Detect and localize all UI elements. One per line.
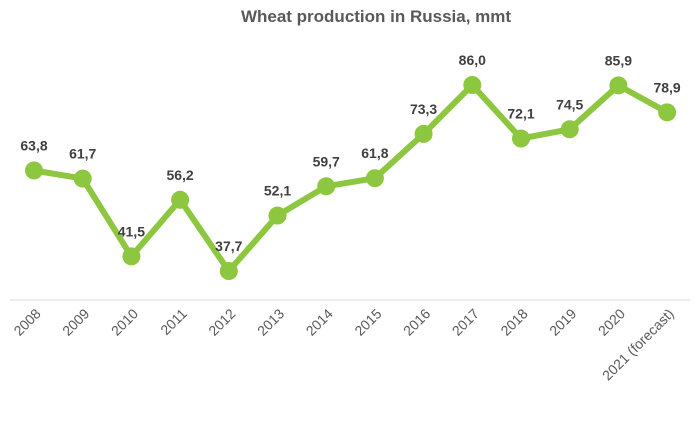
x-tick-label-2013: 2013 <box>254 305 287 338</box>
data-label-2010: 41,5 <box>118 223 145 239</box>
data-point-2015[interactable] <box>365 169 384 188</box>
data-point-2019[interactable] <box>560 120 579 139</box>
data-point-2013[interactable] <box>268 206 287 225</box>
data-point-2011[interactable] <box>171 190 190 209</box>
x-tick-label-2016: 2016 <box>400 305 433 338</box>
x-tick-label-2015: 2015 <box>351 305 384 338</box>
data-point-2014[interactable] <box>317 177 336 196</box>
data-point-2009[interactable] <box>73 169 92 188</box>
x-tick-layer: 2008 2009 2010 2011 2012 2013 2014 2015 2016 2017… <box>10 305 676 383</box>
data-point-2016[interactable] <box>414 124 433 143</box>
x-tick-label-2014: 2014 <box>303 305 336 338</box>
x-tick-label-2011: 2011 <box>157 305 190 338</box>
x-tick-label-2012: 2012 <box>205 305 238 338</box>
x-tick-label-2018: 2018 <box>497 305 530 338</box>
x-tick-label-2019: 2019 <box>546 305 579 338</box>
data-label-2009: 61,7 <box>69 146 96 162</box>
data-point-2017[interactable] <box>463 76 482 94</box>
data-label-2012: 37,7 <box>215 238 242 254</box>
data-point-2010[interactable] <box>122 247 141 266</box>
x-tick-label-2010: 2010 <box>108 305 141 338</box>
x-tick-label-2009: 2009 <box>59 305 92 338</box>
data-label-2019: 74,5 <box>556 96 583 112</box>
data-label-layer: 63,8 61,7 41,5 56,2 37,7 52,1 59,7 61,8 73,3 86,0… <box>20 52 681 254</box>
x-tick-label-2008: 2008 <box>10 305 43 338</box>
data-point-2008[interactable] <box>25 161 43 180</box>
data-point-2018[interactable] <box>512 129 530 148</box>
data-label-2016: 73,3 <box>410 101 437 117</box>
data-label-2021: 78,9 <box>653 79 680 95</box>
data-label-2017: 86,0 <box>459 52 486 68</box>
data-label-2014: 59,7 <box>313 153 340 169</box>
series-layer <box>25 76 677 280</box>
data-label-2018: 72,1 <box>507 106 534 122</box>
data-point-2020[interactable] <box>609 76 628 95</box>
data-point-2012[interactable] <box>219 262 238 280</box>
data-label-2008: 63,8 <box>20 137 47 153</box>
data-label-2015: 61,8 <box>361 145 388 161</box>
x-tick-label-2017: 2017 <box>449 305 482 338</box>
series-line <box>31 82 671 274</box>
data-label-2011: 56,2 <box>166 167 193 183</box>
data-point-2021[interactable] <box>658 103 677 122</box>
data-label-2013: 52,1 <box>264 183 291 199</box>
chart-title: Wheat production in Russia, mmt <box>241 7 511 26</box>
data-label-2020: 85,9 <box>605 52 632 68</box>
x-tick-label-2020: 2020 <box>595 305 628 338</box>
